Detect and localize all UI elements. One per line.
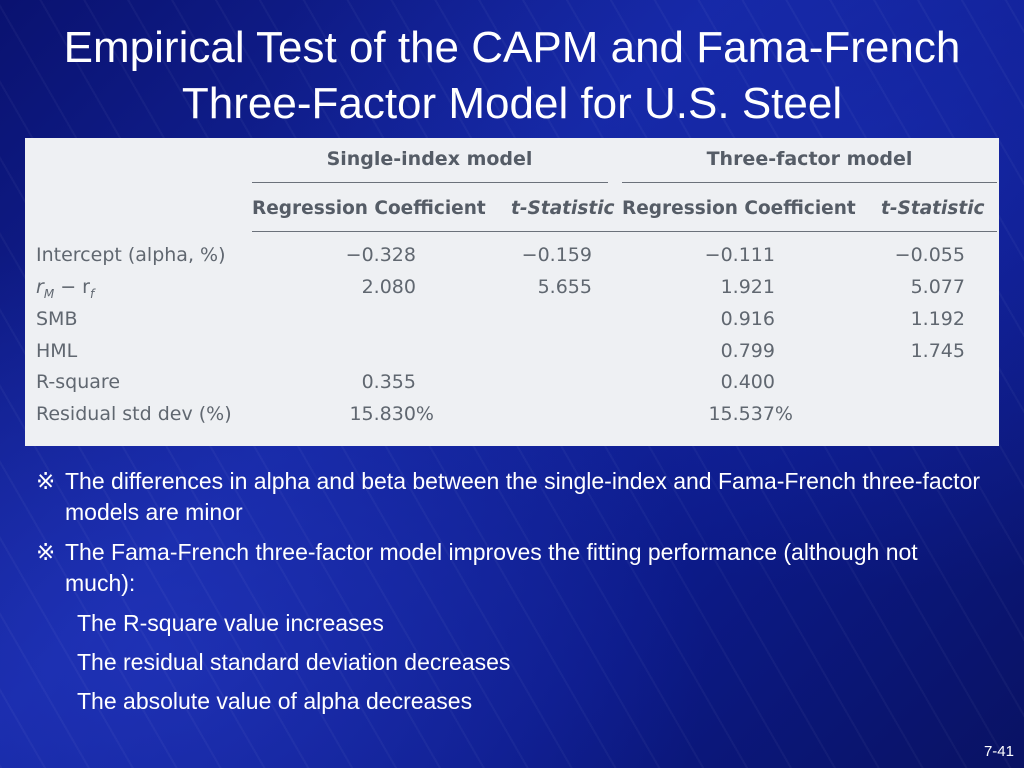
cell-value: 0.799 <box>720 340 775 362</box>
reference-mark-icon: ※ <box>36 539 56 565</box>
column-header-coef-three: Regression Coefficient <box>622 198 856 219</box>
cell-value: −0.055 <box>894 244 965 266</box>
slide-title: Empirical Test of the CAPM and Fama-Fren… <box>0 20 1024 132</box>
table-row: R-square 0.355 0.400 <box>25 371 999 401</box>
bullet-text: The Fama-French three-factor model impro… <box>65 539 918 596</box>
cell-value: 0.355 <box>361 371 416 393</box>
reference-mark-icon: ※ <box>36 468 56 494</box>
cell-value: −0.111 <box>704 244 775 266</box>
sub-item: The residual standard deviation decrease… <box>77 649 511 675</box>
bullet-list: ※ The differences in alpha and beta betw… <box>36 466 986 725</box>
group-header-three-factor: Three-factor model <box>706 148 913 170</box>
column-header-rule <box>252 231 997 232</box>
column-header-coef-single: Regression Coefficient <box>252 198 486 219</box>
column-header-tstat-three: t-Statistic <box>881 198 985 219</box>
row-label: Residual std dev (%) <box>36 403 232 425</box>
table-row: Intercept (alpha, %) −0.328 −0.159 −0.11… <box>25 244 999 274</box>
group-rule-three-factor <box>622 182 997 183</box>
slide-number: 7-41 <box>983 743 1014 760</box>
cell-value: 0.916 <box>720 308 775 330</box>
bullet-text: The differences in alpha and beta betwee… <box>65 468 981 525</box>
sub-item: The absolute value of alpha decreases <box>77 688 473 714</box>
column-header-tstat-single: t-Statistic <box>511 198 615 219</box>
table-row: SMB 0.916 1.192 <box>25 308 999 338</box>
row-label: R-square <box>36 371 121 393</box>
cell-value: 15.830% <box>349 403 434 425</box>
row-label: Intercept (alpha, %) <box>36 244 226 266</box>
cell-value: 5.655 <box>537 276 592 298</box>
slide-title-line-1: Empirical Test of the CAPM and Fama-Fren… <box>63 23 961 72</box>
table-row: rM − rf 2.080 5.655 1.921 5.077 <box>25 276 999 306</box>
regression-table: Single-index model Three-factor model Re… <box>25 138 999 446</box>
row-label: HML <box>36 340 78 362</box>
bullet-item: ※ The Fama-French three-factor model imp… <box>36 537 986 599</box>
table-row: Residual std dev (%) 15.830% 15.537% <box>25 403 999 433</box>
cell-value: 5.077 <box>910 276 965 298</box>
cell-value: 1.745 <box>910 340 965 362</box>
slide-title-line-2: Three-Factor Model for U.S. Steel <box>181 79 843 128</box>
row-label-market-excess-return: rM − rf <box>36 276 95 301</box>
cell-value: −0.159 <box>521 244 592 266</box>
cell-value: −0.328 <box>345 244 416 266</box>
cell-value: 1.921 <box>720 276 775 298</box>
sub-item: The R-square value increases <box>77 610 384 636</box>
table-row: HML 0.799 1.745 <box>25 340 999 370</box>
cell-value: 2.080 <box>361 276 416 298</box>
bullet-item: ※ The differences in alpha and beta betw… <box>36 466 986 528</box>
group-header-single-index: Single-index model <box>326 148 533 170</box>
cell-value: 15.537% <box>708 403 793 425</box>
cell-value: 0.400 <box>720 371 775 393</box>
cell-value: 1.192 <box>910 308 965 330</box>
group-rule-single-index <box>252 182 608 183</box>
row-label: SMB <box>36 308 78 330</box>
